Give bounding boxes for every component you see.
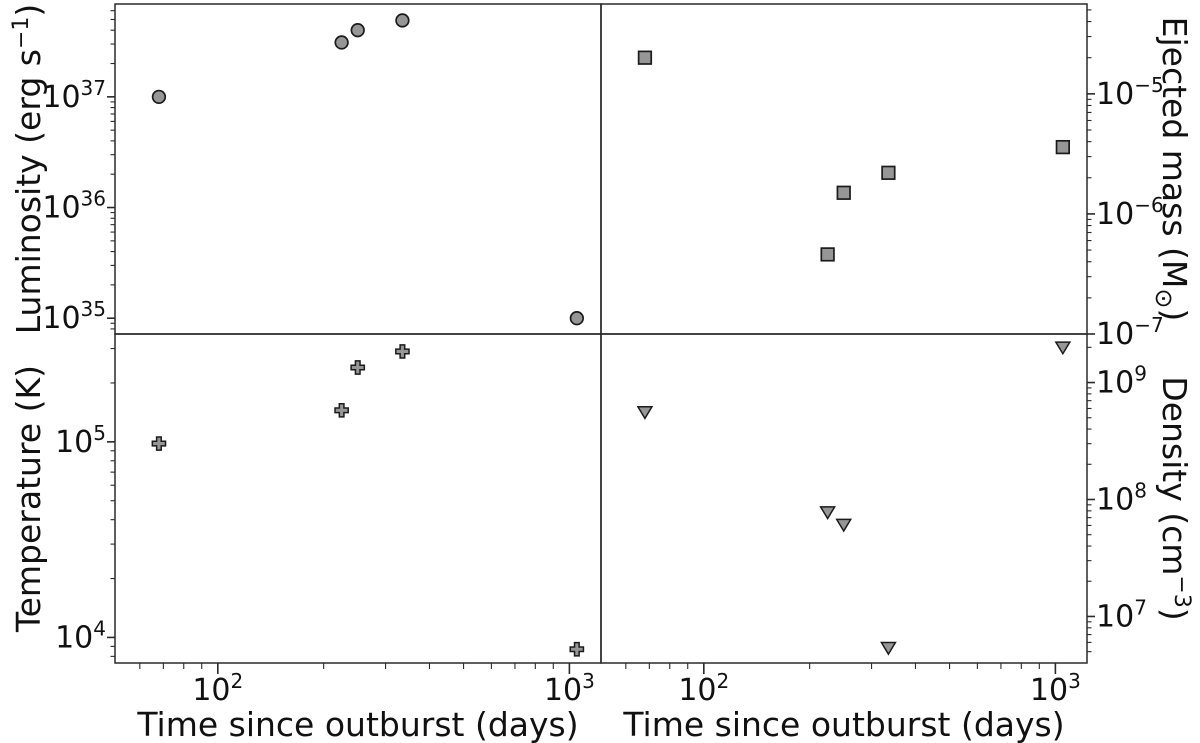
- x-tick-label: 102: [678, 669, 729, 708]
- series-square: [637, 50, 1070, 262]
- square-marker: [820, 247, 835, 262]
- y-tick-label: 104: [55, 616, 106, 655]
- plus-marker: [151, 436, 167, 451]
- triangle-down-marker: [636, 406, 654, 420]
- circle-marker: [350, 23, 365, 38]
- series-triangle-down: [636, 341, 1072, 656]
- x-axis-label: Time since outburst (days): [136, 705, 578, 743]
- y-axis-label: Luminosity (erg s−1): [9, 4, 48, 335]
- y-tick-label: 10−5: [1096, 73, 1164, 112]
- panel-top-right: [600, 3, 1095, 335]
- panel-bottom-right: Time since outburst (days): [600, 333, 1095, 743]
- square-marker: [881, 165, 896, 180]
- panel-bottom-left: Time since outburst (days): [107, 333, 602, 743]
- circle-marker: [569, 311, 584, 326]
- square-marker: [836, 185, 851, 200]
- y-tick-label: 1037: [42, 76, 106, 115]
- y-tick-label: 10−7: [1096, 313, 1164, 352]
- plus-marker: [395, 344, 410, 359]
- panel-spines: [600, 3, 1088, 335]
- y-axis-label: Ejected mass (M⊙): [1150, 17, 1194, 322]
- triangle-down-marker: [880, 641, 897, 656]
- x-tick-label: 103: [544, 669, 595, 708]
- plus-marker: [569, 641, 585, 657]
- circle-marker: [334, 35, 349, 50]
- x-tick-label: 103: [1030, 669, 1081, 708]
- panel-top-left: [107, 3, 602, 335]
- panel-spines: [600, 333, 1088, 664]
- y-tick-label: 1036: [42, 187, 106, 226]
- triangle-down-marker: [819, 506, 836, 520]
- y-tick-label: 108: [1096, 478, 1147, 517]
- y-axis-label: Temperature (K): [9, 365, 48, 633]
- panel-spines: [114, 3, 602, 335]
- y-axis-label: Density (cm−3): [1155, 376, 1194, 620]
- y-tick-label: 107: [1096, 595, 1147, 634]
- circle-marker: [151, 89, 167, 104]
- x-tick-label: 102: [192, 669, 243, 708]
- circle-marker: [395, 13, 410, 28]
- y-tick-label: 10−6: [1096, 193, 1164, 232]
- y-tick-label: 109: [1096, 362, 1147, 401]
- triangle-down-marker: [1054, 341, 1072, 356]
- plus-marker: [334, 402, 349, 418]
- x-axis-label: Time since outburst (days): [622, 705, 1064, 743]
- triangle-down-marker: [835, 518, 853, 533]
- panel-spines: [114, 333, 602, 664]
- y-tick-label: 105: [55, 421, 106, 460]
- series-circle: [151, 13, 584, 326]
- square-marker: [637, 50, 653, 65]
- plus-marker: [350, 360, 366, 375]
- y-tick-label: 1035: [42, 297, 106, 336]
- square-marker: [1055, 139, 1070, 155]
- series-plus: [151, 344, 585, 657]
